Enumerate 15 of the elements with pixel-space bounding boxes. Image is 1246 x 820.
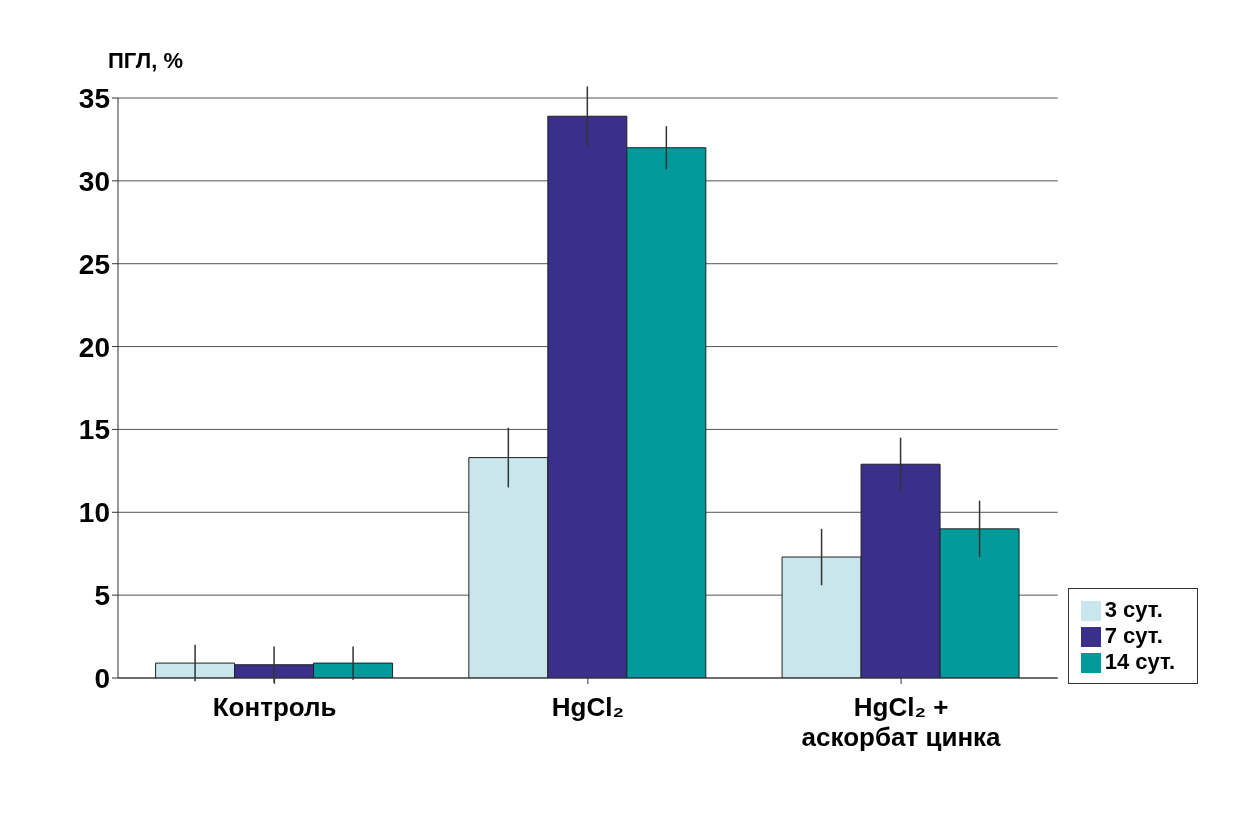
y-tick-label: 5 bbox=[94, 580, 110, 612]
y-tick-label: 15 bbox=[78, 414, 110, 446]
legend-label: 14 сут. bbox=[1104, 649, 1175, 674]
y-tick-label: 25 bbox=[78, 248, 110, 280]
x-tick-label: HgCl₂ + аскорбат цинка bbox=[801, 692, 1002, 752]
y-tick-label: 35 bbox=[78, 82, 110, 114]
y-tick-label: 10 bbox=[78, 497, 110, 529]
legend-label: 3 сут. bbox=[1104, 597, 1163, 622]
legend-label: 7 сут. bbox=[1104, 623, 1163, 648]
y-tick-label: 30 bbox=[78, 165, 110, 197]
x-tick-label: Контроль bbox=[212, 692, 337, 722]
y-axis-title: ПГЛ, % bbox=[108, 48, 183, 74]
y-tick-label: 0 bbox=[94, 662, 110, 694]
x-tick-label: HgCl₂ bbox=[551, 692, 624, 722]
y-tick-label: 20 bbox=[78, 331, 110, 363]
